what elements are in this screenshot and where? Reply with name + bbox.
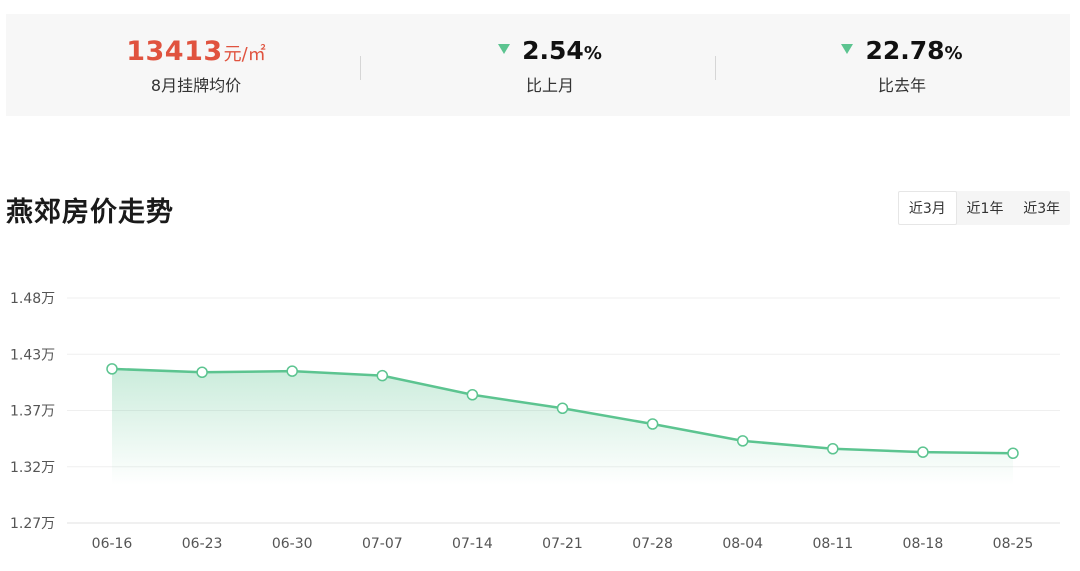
x-tick-label: 07-21 — [542, 536, 583, 552]
y-tick-label: 1.27万 — [10, 516, 55, 532]
tab-3-years[interactable]: 近3年 — [1023, 201, 1061, 217]
mom-change-stat: 2.54 % 比上月 — [400, 14, 700, 116]
y-tick-label: 1.43万 — [10, 347, 55, 363]
x-tick-label: 07-28 — [632, 536, 673, 552]
data-point[interactable] — [556, 402, 569, 414]
x-tick-label: 08-04 — [722, 536, 763, 552]
x-tick-label: 06-16 — [92, 536, 133, 552]
data-point[interactable] — [917, 446, 929, 458]
x-tick-label: 07-14 — [452, 536, 493, 552]
avg-price-stat: 13413 元/㎡ 8月挂牌均价 — [46, 14, 346, 116]
yoy-change-label: 比去年 — [877, 76, 926, 95]
data-point[interactable] — [736, 435, 749, 447]
y-tick-label: 1.37万 — [10, 404, 55, 420]
data-point[interactable] — [1007, 447, 1019, 459]
price-summary-bar: 13413 元/㎡ 8月挂牌均价 2.54 % 比上月 22.78 % 比去年 — [6, 14, 1070, 116]
avg-price-unit: 元/㎡ — [223, 44, 266, 65]
tab-1-year[interactable]: 近1年 — [966, 201, 1004, 217]
x-tick-label: 08-18 — [903, 536, 944, 552]
down-triangle-icon — [498, 44, 511, 54]
avg-price-value: 13413 — [126, 36, 223, 67]
x-tick-label: 08-25 — [993, 536, 1034, 552]
data-point[interactable] — [196, 366, 208, 378]
yoy-change-stat: 22.78 % 比去年 — [752, 14, 1052, 116]
stat-divider — [360, 56, 361, 80]
data-point[interactable] — [376, 369, 389, 382]
data-point[interactable] — [646, 418, 659, 430]
data-point[interactable] — [466, 389, 479, 401]
mom-change-label: 比上月 — [525, 76, 574, 95]
mom-change-value: 2.54 — [522, 36, 584, 65]
mom-percent-sign: % — [583, 43, 602, 64]
time-range-tabs: 近3月 近1年 近3年 — [898, 191, 1070, 225]
stat-divider — [715, 56, 716, 80]
x-tick-label: 07-07 — [362, 536, 403, 552]
yoy-percent-sign: % — [944, 43, 963, 64]
x-tick-label: 06-30 — [272, 536, 313, 552]
y-tick-label: 1.48万 — [10, 291, 55, 307]
data-point[interactable] — [827, 443, 839, 455]
data-point[interactable] — [106, 363, 118, 375]
y-tick-label: 1.32万 — [10, 460, 55, 476]
x-tick-label: 08-11 — [812, 536, 853, 552]
series-area-fill — [112, 368, 1013, 485]
avg-price-label: 8月挂牌均价 — [150, 76, 242, 95]
tab-3-months[interactable]: 近3月 — [898, 191, 957, 225]
x-tick-label: 06-23 — [182, 536, 223, 552]
down-triangle-icon — [841, 44, 854, 54]
chart-title: 燕郊房价走势 — [6, 197, 174, 228]
data-point[interactable] — [286, 365, 298, 377]
yoy-change-value: 22.78 — [865, 36, 945, 65]
